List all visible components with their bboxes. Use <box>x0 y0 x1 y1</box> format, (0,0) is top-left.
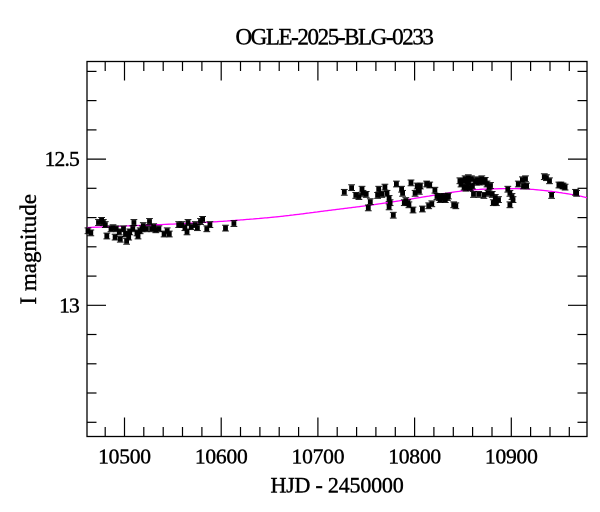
svg-text:10500: 10500 <box>98 444 151 468</box>
svg-text:12.5: 12.5 <box>45 147 79 171</box>
svg-text:HJD - 2450000: HJD - 2450000 <box>270 473 403 498</box>
svg-text:13: 13 <box>59 293 79 317</box>
svg-text:10600: 10600 <box>195 444 248 468</box>
svg-text:10700: 10700 <box>292 444 345 468</box>
svg-text:10800: 10800 <box>388 444 441 468</box>
svg-text:OGLE-2025-BLG-0233: OGLE-2025-BLG-0233 <box>235 25 433 50</box>
svg-text:I magnitude: I magnitude <box>16 194 41 304</box>
svg-text:10900: 10900 <box>485 444 538 468</box>
